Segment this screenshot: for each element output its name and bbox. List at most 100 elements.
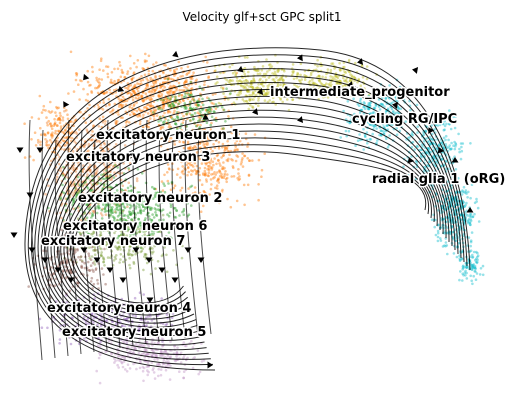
cell-point [165,253,168,257]
cell-point [146,373,149,377]
cell-point [209,159,213,162]
cell-point [195,170,198,173]
cell-point [123,239,127,242]
cell-point [201,172,205,175]
cell-point [221,88,225,91]
cell-point [235,71,239,75]
cell-point [207,76,210,79]
cell-point [336,76,340,80]
cell-point [72,167,76,170]
cell-point [203,166,207,170]
cell-point [168,123,171,126]
cell-point [55,175,59,179]
cell-point [142,225,145,229]
cell-point [110,176,114,180]
cell-point [146,234,149,238]
cell-point [74,250,77,254]
cell-point [141,235,144,238]
cell-point [86,107,89,110]
cell-point [464,274,467,277]
cell-point [206,135,209,138]
cell-point [285,94,289,97]
cell-point [88,84,91,87]
cell-point [248,98,251,102]
cell-point [115,246,119,250]
cell-point [140,172,144,175]
cell-point [193,191,197,194]
cell-point [236,93,239,97]
cell-point [98,160,101,163]
cell-point [59,114,62,117]
cell-point [439,239,443,242]
cell-point [136,202,139,205]
cell-point [44,109,47,112]
cell-point [91,70,94,74]
cell-point [107,239,111,242]
cell-point [58,329,62,332]
cell-point [469,244,473,248]
cell-point [131,98,135,102]
cell-point [309,73,313,77]
cell-point [144,105,147,109]
cell-point [118,245,121,249]
cell-point [98,81,101,85]
cell-point [117,241,120,244]
cell-point [33,131,37,134]
cell-point [92,237,96,241]
cell-point [342,76,345,80]
cell-point [210,166,214,169]
cell-point [143,200,146,204]
cell-point [282,83,286,87]
cell-point [146,112,150,115]
cell-point [95,170,99,173]
cell-point [216,153,220,157]
cell-point [88,246,91,249]
cell-point [362,148,366,151]
cell-point [191,366,195,370]
cell-point [162,196,166,200]
cell-point [271,72,274,75]
cell-point [218,201,221,205]
cell-point [74,309,78,313]
cell-point [91,65,94,69]
cell-point [38,94,42,98]
cell-point [149,76,152,80]
cell-point [237,91,241,94]
cell-point [178,140,181,144]
cell-point [63,109,66,113]
cell-point [154,80,157,83]
cell-point [106,247,109,250]
stream-arrowhead [16,147,24,153]
cell-point [222,154,225,157]
cell-point [200,360,204,363]
cell-point [140,200,144,203]
cell-point [154,76,157,79]
cell-point [127,252,130,255]
cell-point [72,180,76,184]
cell-point [279,97,282,100]
cell-point [132,362,135,366]
cell-point [166,91,169,94]
cell-point [97,356,101,360]
cell-point [132,232,135,236]
cell-point [325,72,328,76]
cell-point [79,258,82,262]
cell-point [275,76,278,79]
cell-point [190,173,193,176]
cell-point [124,190,128,193]
cell-point [209,157,213,161]
cell-point [264,92,267,95]
cell-point [479,267,483,270]
cell-point [59,197,62,201]
cell-point [257,83,260,86]
cell-point [272,78,276,81]
cell-point [178,214,181,217]
cell-point [217,181,221,184]
cell-point [216,81,219,84]
cell-point [117,245,121,249]
cell-point [244,79,248,82]
cell-point [281,78,284,81]
cell-point [73,197,76,201]
cell-point [166,171,169,174]
cell-point [108,88,111,92]
